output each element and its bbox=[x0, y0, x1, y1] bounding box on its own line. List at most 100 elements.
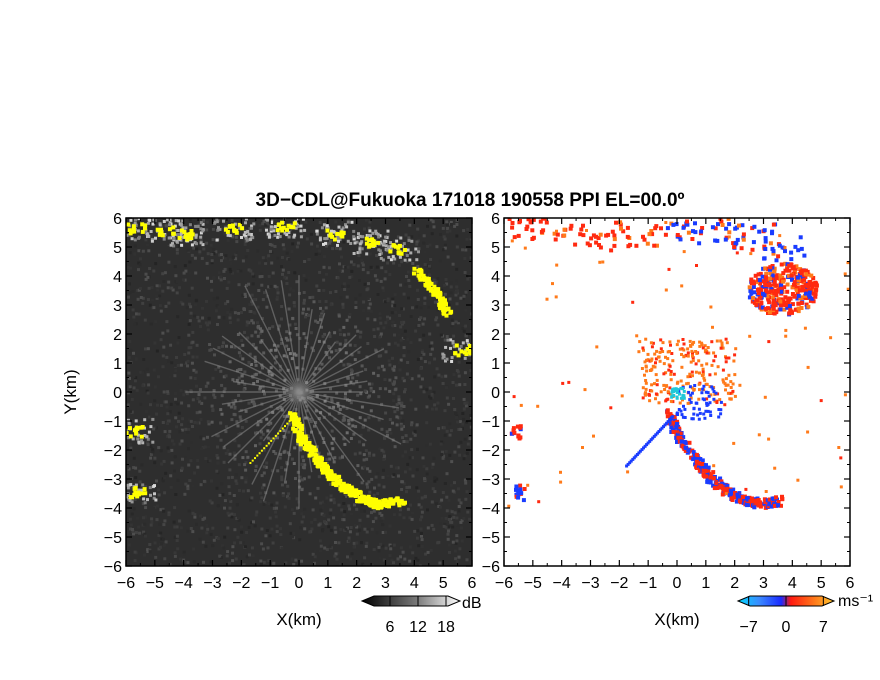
velocity-pixel bbox=[837, 446, 841, 449]
noise-pixel bbox=[447, 518, 451, 521]
noise-pixel bbox=[275, 286, 279, 290]
noise-pixel bbox=[409, 315, 413, 318]
noise-pixel bbox=[378, 312, 382, 316]
clutter-pixel bbox=[360, 247, 364, 251]
noise-pixel bbox=[380, 364, 384, 368]
noise-pixel bbox=[270, 469, 274, 473]
noise-pixel bbox=[208, 343, 212, 346]
noise-pixel bbox=[295, 245, 299, 249]
noise-pixel bbox=[455, 416, 458, 419]
noise-pixel bbox=[186, 421, 190, 425]
noise-pixel bbox=[151, 448, 155, 452]
noise-pixel bbox=[220, 253, 223, 256]
noise-pixel bbox=[234, 257, 238, 261]
velocity-pixel bbox=[494, 235, 498, 239]
noise-pixel bbox=[269, 249, 272, 253]
noise-pixel bbox=[451, 322, 455, 326]
noise-pixel bbox=[450, 223, 453, 226]
velocity-pixel bbox=[774, 495, 778, 500]
velocity-pixel bbox=[537, 500, 541, 504]
noise-pixel bbox=[244, 419, 248, 423]
noise-pixel bbox=[186, 430, 190, 434]
clutter-pixel bbox=[387, 255, 391, 259]
noise-pixel bbox=[302, 332, 306, 336]
noise-pixel bbox=[395, 403, 399, 407]
clutter-pixel bbox=[250, 224, 254, 228]
noise-pixel bbox=[325, 396, 329, 400]
noise-pixel bbox=[469, 256, 472, 260]
noise-pixel bbox=[191, 511, 195, 515]
velocity-pixel bbox=[665, 226, 670, 231]
noise-pixel bbox=[245, 320, 249, 324]
noise-pixel bbox=[380, 266, 384, 270]
velocity-pixel bbox=[715, 486, 720, 490]
reflectivity-x-tick-label: −6 bbox=[117, 575, 135, 592]
velocity-y-tick-label: −3 bbox=[482, 472, 500, 489]
velocity-pixel bbox=[741, 232, 746, 237]
noise-pixel bbox=[338, 328, 342, 332]
velocity-pixel bbox=[753, 498, 758, 503]
noise-pixel bbox=[372, 453, 376, 457]
velocity-pixel bbox=[767, 300, 772, 305]
clutter-pixel bbox=[199, 227, 203, 231]
velocity-pixel bbox=[663, 388, 667, 391]
noise-pixel bbox=[261, 256, 265, 260]
velocity-pixel bbox=[793, 244, 798, 249]
clutter-pixel bbox=[445, 357, 449, 361]
noise-pixel bbox=[350, 552, 354, 556]
noise-pixel bbox=[356, 373, 360, 377]
noise-pixel bbox=[187, 333, 191, 337]
velocity-pixel bbox=[756, 498, 761, 502]
noise-pixel bbox=[465, 558, 469, 562]
noise-pixel bbox=[241, 259, 245, 263]
noise-pixel bbox=[381, 286, 385, 290]
clutter-pixel bbox=[240, 236, 243, 239]
velocity-pixel bbox=[691, 359, 695, 363]
noise-pixel bbox=[393, 333, 396, 337]
noise-pixel bbox=[273, 284, 277, 288]
strong-echo-pixel bbox=[459, 349, 464, 354]
noise-pixel bbox=[417, 324, 421, 327]
noise-pixel bbox=[442, 524, 446, 528]
clutter-pixel bbox=[128, 499, 132, 502]
strong-echo-pixel bbox=[307, 441, 312, 445]
noise-pixel bbox=[146, 441, 150, 445]
velocity-pixel bbox=[674, 387, 678, 391]
radial-ray bbox=[298, 348, 385, 393]
velocity-pixel bbox=[765, 277, 770, 282]
clutter-pixel bbox=[355, 240, 359, 244]
velocity-pixel bbox=[671, 430, 676, 434]
reflectivity-x-tick-label: 5 bbox=[439, 575, 448, 592]
clutter-pixel bbox=[149, 230, 153, 233]
noise-pixel bbox=[262, 483, 266, 487]
noise-pixel bbox=[287, 492, 291, 496]
noise-pixel bbox=[420, 351, 424, 354]
velocity-pixel bbox=[784, 334, 788, 338]
velocity-pixel bbox=[640, 367, 644, 370]
velocity-pixel bbox=[552, 231, 557, 236]
velocity-pixel bbox=[757, 287, 762, 292]
velocity-pixel bbox=[737, 223, 741, 228]
strong-echo-pixel bbox=[416, 268, 421, 273]
noise-pixel bbox=[165, 405, 169, 409]
noise-pixel bbox=[157, 533, 161, 537]
noise-pixel bbox=[199, 435, 203, 439]
noise-pixel bbox=[219, 275, 223, 279]
noise-pixel bbox=[237, 283, 241, 287]
noise-pixel bbox=[157, 375, 160, 379]
strong-echo-pixel bbox=[438, 296, 443, 301]
strong-echo-pixel bbox=[294, 421, 299, 426]
velocity-pixel bbox=[658, 428, 662, 432]
noise-pixel bbox=[160, 537, 164, 541]
clutter-pixel bbox=[278, 235, 282, 239]
velocity-x-axis-label: X(km) bbox=[654, 610, 699, 629]
velocity-pixel bbox=[810, 286, 815, 290]
velocity-pixel bbox=[662, 372, 666, 376]
noise-pixel bbox=[199, 514, 203, 518]
noise-pixel bbox=[404, 436, 407, 440]
noise-pixel bbox=[230, 307, 234, 311]
clutter-pixel bbox=[299, 229, 303, 233]
velocity-pixel bbox=[526, 483, 530, 487]
noise-pixel bbox=[234, 557, 238, 561]
